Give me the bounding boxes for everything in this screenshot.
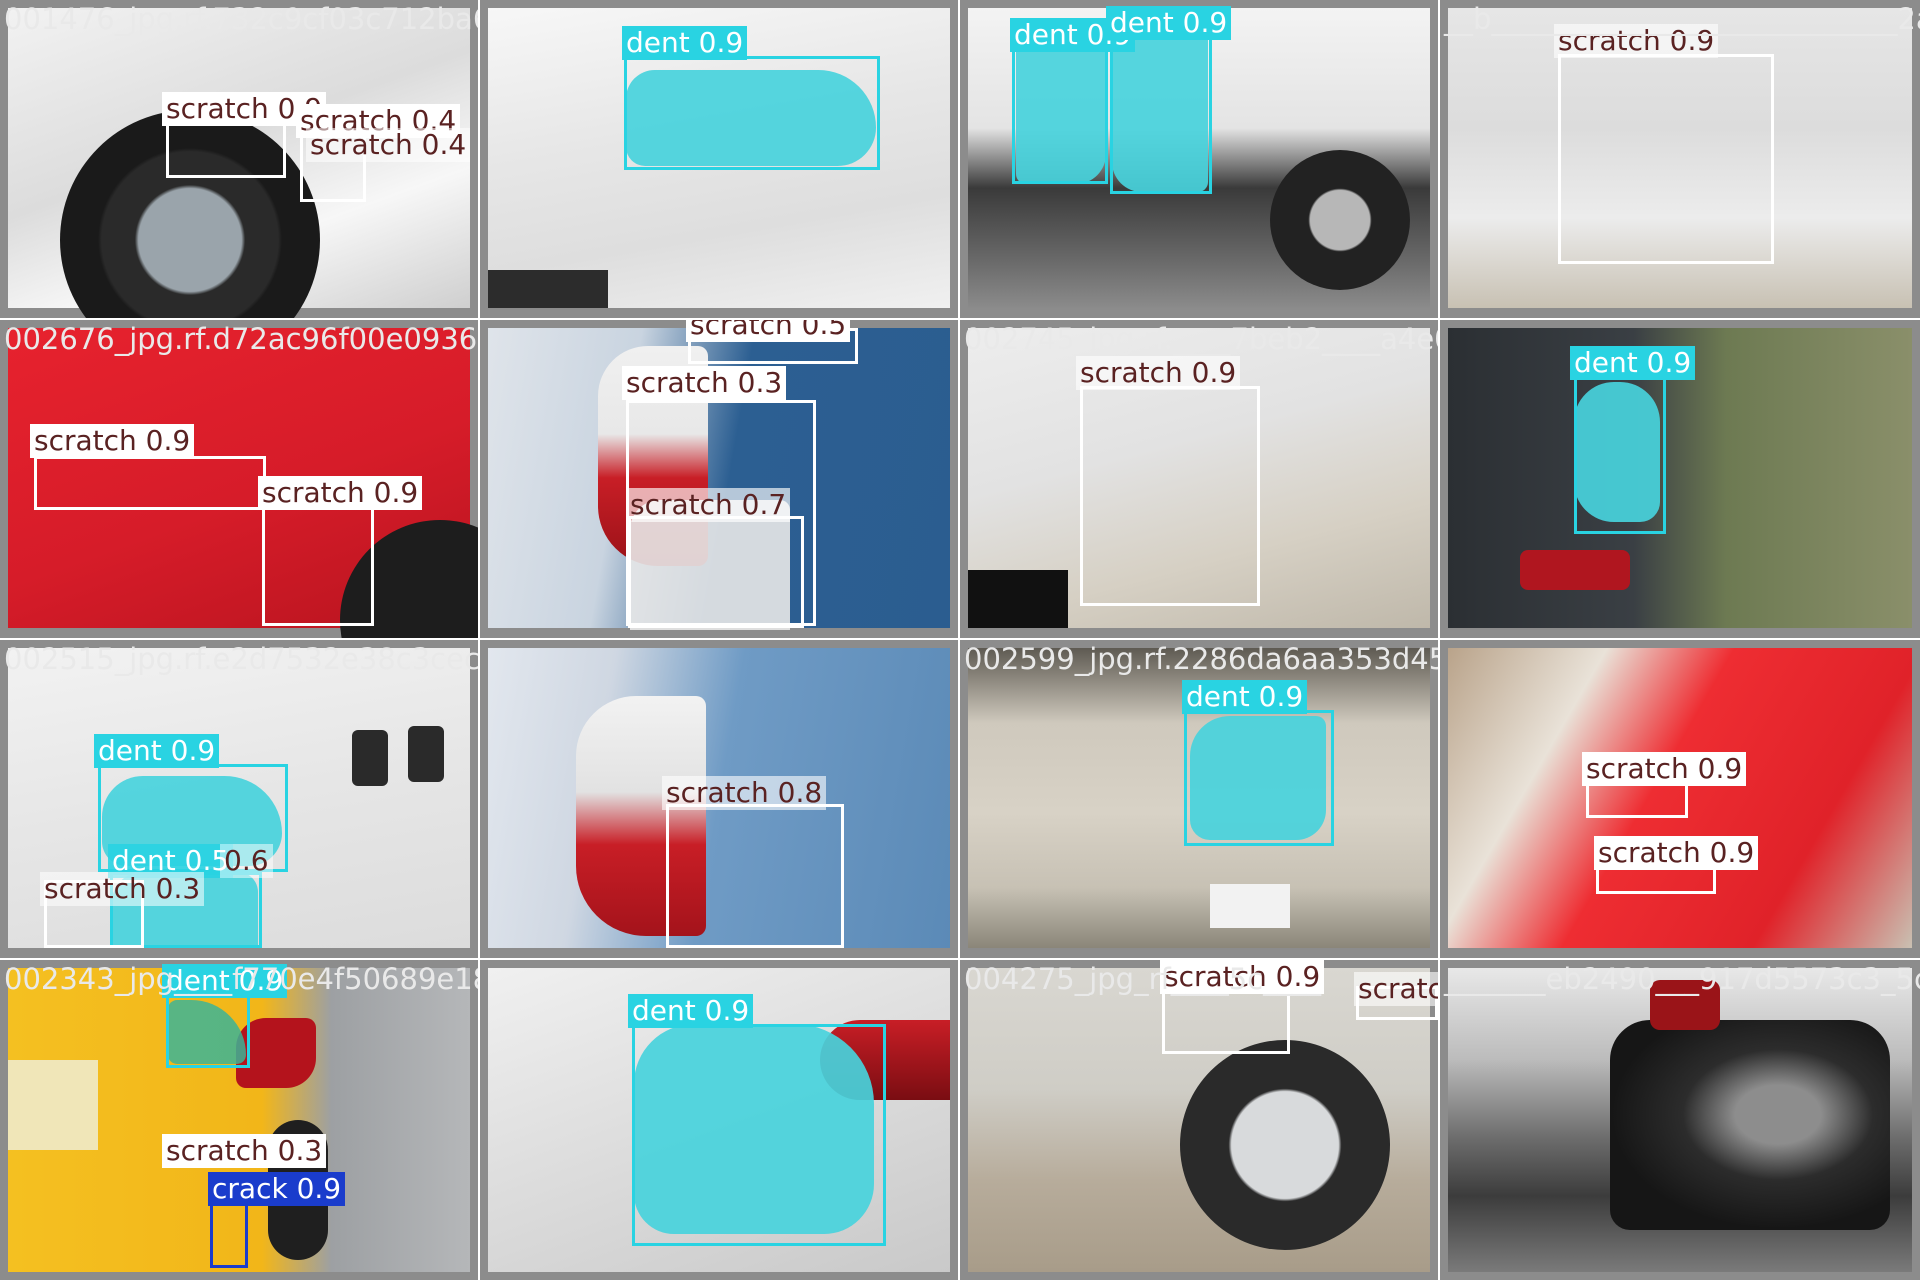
- dent-mask: [1190, 716, 1326, 840]
- detection-box: [34, 456, 266, 510]
- detection-label: dent 0.9: [622, 26, 748, 60]
- detection-label: dent 0.9: [1106, 6, 1232, 40]
- detection-label: scratch 0.9: [1160, 960, 1325, 994]
- tile-filename: _______eb2490___917d5573c3_5cee: [1444, 962, 1920, 996]
- tile-photo-wheel: [1180, 1040, 1390, 1250]
- detection-box: [1080, 386, 1260, 606]
- tile-16: _______eb2490___917d5573c3_5cee: [1440, 960, 1920, 1280]
- detection-label: dent 0.9: [1570, 346, 1696, 380]
- detection-label: scratch 0.5: [686, 320, 851, 342]
- tile-12: scratch 0.9 scratch 0.9: [1440, 640, 1920, 958]
- detection-box: [1184, 710, 1334, 846]
- detection-label: scratch 0.9: [1554, 24, 1719, 58]
- tile-photo-plate: [1210, 884, 1290, 928]
- detection-label: scratch 0.3: [622, 366, 787, 400]
- tile-filename: 001476_jpg.rf.732c9cf03c712ba660fc1eaag_…: [4, 2, 478, 36]
- detection-label: 0.6: [220, 844, 273, 878]
- dent-mask: [1574, 382, 1660, 522]
- detection-label: scratch 0.4: [306, 128, 471, 162]
- detection-box: [632, 1024, 886, 1246]
- tile-photo-plate: [8, 1060, 98, 1150]
- tile-2: dent 0.9: [480, 0, 958, 318]
- tile-photo-corner: [968, 570, 1068, 628]
- detection-label: scratch 0.7: [626, 488, 791, 522]
- detection-label: scratch 0.9: [1076, 356, 1241, 390]
- detection-label: scratch 0.9: [1594, 836, 1759, 870]
- tile-7: scratch 0.9 002745_jpg.rf.____7beb2____a…: [960, 320, 1438, 638]
- detection-box: [210, 1202, 248, 1268]
- tile-filename: 002343_jpg____f770e4f50689e18d3cd_rf.39a…: [4, 962, 478, 996]
- tile-photo: [1448, 8, 1912, 308]
- tile-3: dent 0.9 dent 0.9: [960, 0, 1438, 318]
- tile-photo-wheel: [1270, 150, 1410, 290]
- detection-label: dent 0.9: [162, 964, 288, 998]
- detection-label: crack 0.9: [208, 1172, 346, 1206]
- tile-photo-taillight: [1520, 550, 1630, 590]
- tile-photo-grille: [488, 270, 608, 308]
- detection-label: dent 0.9: [94, 734, 220, 768]
- tile-8: dent 0.9: [1440, 320, 1920, 638]
- tile-5: scratch 0.9 scratch 0.9 002676_jpg.rf.d7…: [0, 320, 478, 638]
- detection-label: scratch 0.3: [1354, 972, 1438, 1006]
- tile-11: dent 0.9 002599_jpg.rf.2286da6aa353d45_0…: [960, 640, 1438, 958]
- tile-photo-taillight: [576, 696, 706, 936]
- detection-label: scratch 0.9: [258, 476, 423, 510]
- detection-label: scratch 0.9: [30, 424, 195, 458]
- detection-box: [624, 56, 880, 170]
- tile-photo: [1448, 648, 1912, 948]
- detection-box: [262, 504, 374, 626]
- detection-box: [166, 994, 250, 1068]
- detection-label: scratch 0.8: [662, 776, 827, 810]
- tile-13: dent 0.9 scratch 0.3 crack 0.9 002343_jp…: [0, 960, 478, 1280]
- tile-4: scratch 0.9 __b_________________________…: [1440, 0, 1920, 318]
- tile-filename: 002676_jpg.rf.d72ac96f00e09365b4076e5_2_…: [4, 322, 478, 356]
- dent-mask: [1112, 24, 1208, 192]
- tile-filename: 004275_jpg_rf____5c____: [964, 962, 1322, 996]
- tile-15: scratch 0.9 scratch 0.3 004275_jpg_rf___…: [960, 960, 1438, 1280]
- detection-label: dent 0.9: [1182, 680, 1308, 714]
- tile-14: dent 0.9: [480, 960, 958, 1280]
- detection-box: [666, 804, 844, 948]
- tile-photo-handle: [408, 726, 444, 782]
- tile-photo-taillight: [1650, 980, 1720, 1030]
- detection-label: scratch 0.9: [1582, 752, 1747, 786]
- dent-mask: [634, 1024, 874, 1234]
- detection-box: [1162, 990, 1290, 1054]
- tile-filename: 002515_jpg.rf.e2d7532e38c3cec00060089e72…: [4, 642, 478, 676]
- tile-10: scratch 0.8: [480, 640, 958, 958]
- tile-filename: __b____________________________2ac6fbeeb…: [1444, 2, 1920, 36]
- detection-label: scratch 0.3: [162, 1134, 327, 1168]
- tile-filename: 002599_jpg.rf.2286da6aa353d45_05_63a_jpg…: [964, 642, 1438, 676]
- tile-photo-wheel: [60, 110, 320, 318]
- tile-6: scratch 0.5 scratch 0.3 scratch 0.7: [480, 320, 958, 638]
- detection-box: [628, 516, 804, 628]
- tile-filename: 002745_jpg.rf.____7beb2____a4e03185b6dc6…: [964, 322, 1438, 356]
- detection-label: scratch 0.3: [40, 872, 205, 906]
- tile-photo-handle: [352, 730, 388, 786]
- detection-box: [1558, 54, 1774, 264]
- detection-box: [1574, 376, 1666, 534]
- tile-photo-bumper: [1610, 1020, 1890, 1230]
- dent-mask: [626, 70, 876, 166]
- detection-label: dent 0.9: [628, 994, 754, 1028]
- tile-1: scratch 0.9 scratch 0.4 scratch 0.4 0014…: [0, 0, 478, 318]
- tile-9: dent 0.9 dent 0.5 0.6 scratch 0.3 002515…: [0, 640, 478, 958]
